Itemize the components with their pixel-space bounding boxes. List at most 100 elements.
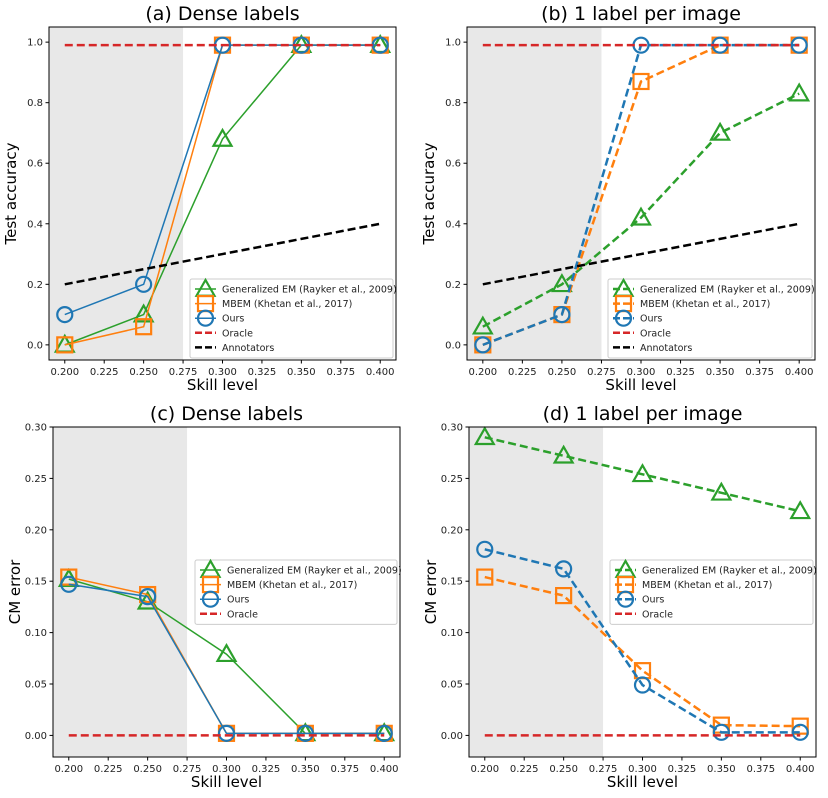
- x-axis-label: Skill level: [605, 376, 676, 394]
- data-point-gem: [215, 642, 238, 663]
- y-tick-label: 0.0: [445, 340, 461, 351]
- legend-marker-ours: [201, 590, 220, 608]
- y-tick-label: 0.30: [25, 423, 47, 434]
- legend-label: Ours: [222, 314, 244, 325]
- data-point-gem: [136, 590, 159, 610]
- y-tick-label: 0.00: [441, 731, 463, 742]
- legend: Generalized EM (Rayker et al., 2009) MBEM…: [189, 277, 397, 359]
- data-point-ours: [375, 724, 393, 742]
- subplot-b: 0.200 0.225 0.250 0.275 0.300 0.325 0.350 0.375…: [420, 3, 816, 394]
- x-tick-label: 0.325: [668, 764, 697, 775]
- legend-label: Annotators: [640, 343, 692, 354]
- data-point-ours: [476, 540, 494, 558]
- x-tick-label: 0.275: [589, 764, 618, 775]
- y-tick-label: 0.6: [445, 159, 461, 170]
- x-tick-label: 0.225: [90, 367, 119, 378]
- y-tick-label: 0.05: [441, 680, 463, 691]
- y-tick-label: 0.20: [25, 525, 47, 536]
- legend-label: Annotators: [222, 343, 274, 354]
- legend-label: MBEM (Khetan et al., 2017): [222, 299, 352, 310]
- legend-label: Ours: [227, 595, 249, 606]
- x-tick-label: 0.225: [510, 764, 539, 775]
- legend-marker-ours: [616, 590, 635, 608]
- y-tick-label: 0.25: [441, 474, 463, 485]
- x-tick-label: 0.300: [627, 367, 656, 378]
- series-line-ours: [68, 583, 385, 735]
- x-tick-label: 0.250: [548, 367, 577, 378]
- x-tick-label: 0.375: [326, 367, 355, 378]
- x-tick-label: 0.375: [745, 367, 774, 378]
- series-line-annotators: [64, 222, 381, 286]
- x-tick-label: 0.350: [706, 367, 735, 378]
- series-line-gem: [484, 436, 801, 513]
- x-tick-label: 0.350: [291, 764, 320, 775]
- x-tick-label: 0.400: [370, 764, 399, 775]
- y-tick-label: 0.6: [27, 159, 43, 170]
- y-axis-label: CM error: [6, 559, 24, 624]
- x-tick-label: 0.275: [587, 367, 616, 378]
- y-tick-label: 0.25: [25, 474, 47, 485]
- x-tick-label: 0.250: [549, 764, 578, 775]
- data-point-ours: [553, 305, 571, 324]
- x-tick-label: 0.400: [366, 367, 395, 378]
- x-tick-label: 0.250: [133, 764, 162, 775]
- subplot-title: (a) Dense labels: [145, 3, 299, 25]
- legend-label: Generalized EM (Rayker et al., 2009): [227, 566, 402, 577]
- x-tick-label: 0.350: [287, 367, 316, 378]
- data-point-gem: [630, 206, 652, 226]
- legend-frame: [609, 559, 814, 625]
- data-point-gem: [552, 444, 575, 464]
- data-point-mbem: [791, 717, 809, 735]
- data-point-ours: [555, 560, 573, 578]
- data-point-gem: [631, 463, 654, 483]
- data-point-ours: [791, 723, 809, 741]
- legend-label: Oracle: [227, 609, 258, 620]
- data-point-ours: [60, 575, 78, 593]
- axes-frame: [468, 426, 817, 758]
- data-point-gem: [473, 426, 496, 446]
- data-point-gem: [551, 273, 573, 293]
- legend-label: Generalized EM (Rayker et al., 2009): [642, 566, 817, 577]
- x-tick-label: 0.300: [628, 764, 657, 775]
- y-tick-label: 0.0: [27, 340, 43, 351]
- axes-frame: [52, 426, 401, 758]
- legend-label: Oracle: [640, 328, 671, 339]
- x-tick-label: 0.375: [746, 764, 775, 775]
- x-tick-label: 0.400: [785, 367, 814, 378]
- x-tick-label: 0.250: [129, 367, 158, 378]
- subplot-title: (b) 1 label per image: [541, 3, 741, 25]
- data-point-mbem: [476, 568, 494, 586]
- legend-marker-ours: [196, 309, 215, 327]
- legend: Generalized EM (Rayker et al., 2009) MBEM…: [607, 277, 815, 359]
- y-tick-label: 0.05: [25, 680, 47, 691]
- data-point-ours: [296, 724, 314, 742]
- data-point-ours: [474, 336, 492, 354]
- y-tick-label: 0.8: [27, 98, 43, 109]
- axes-frame: [48, 26, 397, 361]
- x-tick-label: 0.325: [666, 367, 695, 378]
- x-tick-label: 0.325: [252, 764, 281, 775]
- y-axis-label: Test accuracy: [2, 142, 20, 245]
- data-point-ours: [790, 36, 808, 54]
- x-tick-label: 0.375: [330, 764, 359, 775]
- data-point-mbem: [135, 318, 153, 336]
- x-tick-label: 0.300: [208, 367, 237, 378]
- y-tick-label: 0.4: [445, 219, 461, 230]
- data-point-mbem: [632, 72, 650, 91]
- x-tick-label: 0.325: [248, 367, 277, 378]
- y-tick-label: 0.30: [441, 423, 463, 434]
- x-axis-label: Skill level: [187, 376, 258, 394]
- legend: Generalized EM (Rayker et al., 2009) MBEM…: [609, 558, 817, 625]
- data-point-gem: [211, 127, 234, 147]
- data-point-gem: [132, 303, 155, 323]
- x-tick-label: 0.200: [50, 367, 79, 378]
- data-point-gem: [789, 500, 812, 520]
- legend-marker-ours: [614, 309, 633, 327]
- y-tick-label: 0.10: [25, 628, 47, 639]
- x-tick-label: 0.350: [707, 764, 736, 775]
- legend-label: Oracle: [222, 328, 253, 339]
- y-tick-label: 0.10: [441, 628, 463, 639]
- x-tick-label: 0.200: [468, 367, 497, 378]
- y-tick-label: 1.0: [445, 38, 461, 49]
